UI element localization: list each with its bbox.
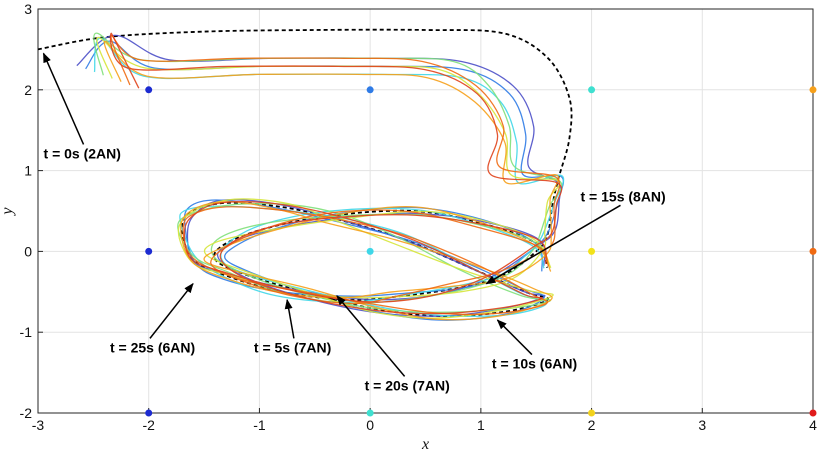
y-tick-label: -1 [20, 324, 33, 340]
annotation-label: t = 25s (6AN) [110, 339, 195, 355]
annotation-arrow [42, 52, 85, 145]
anchor-node [588, 86, 596, 94]
y-tick-label: 0 [24, 243, 32, 259]
reference-trajectory [37, 28, 573, 318]
anchor-node [145, 247, 153, 255]
annotation-label: t = 0s (2AN) [44, 145, 121, 161]
reference-path [37, 28, 573, 318]
y-tick-label: 3 [24, 1, 32, 17]
annotations: t = 0s (2AN) t = 15s (8AN) t = 10s (6AN) t … [42, 52, 666, 393]
x-tick-label: 2 [588, 417, 596, 433]
annotation-label: t = 15s (8AN) [581, 188, 666, 204]
agent-trajectory [93, 32, 563, 313]
x-tick-label: -2 [142, 417, 155, 433]
y-tick-label: 1 [24, 163, 32, 179]
anchor-node [809, 409, 817, 417]
anchor-node [366, 247, 374, 255]
annotation-arrow [496, 319, 533, 356]
x-tick-label: 3 [698, 417, 706, 433]
anchor-node [366, 409, 374, 417]
anchor-node [145, 86, 153, 94]
plot-border [37, 8, 814, 414]
anchor-node [588, 409, 596, 417]
x-tick-label: 4 [809, 417, 817, 433]
annotation-label: t = 5s (7AN) [254, 339, 331, 355]
x-tick-label: 0 [366, 417, 374, 433]
annotation-label: t = 20s (7AN) [365, 377, 450, 393]
anchor-node [809, 247, 817, 255]
anchor-node [588, 247, 596, 255]
agent-trajectories [76, 32, 565, 321]
annotation-arrow [485, 204, 621, 285]
agent-trajectory [109, 32, 563, 315]
agent-trajectory [76, 34, 562, 317]
annotation-label: t = 10s (6AN) [492, 356, 577, 372]
agent-trajectory [85, 40, 565, 321]
anchor-node [145, 409, 153, 417]
anchor-node [366, 86, 374, 94]
agent-trajectory [110, 35, 561, 316]
y-tick-label: 2 [24, 82, 32, 98]
y-axis-label: y [0, 207, 16, 217]
anchor-node [809, 86, 817, 94]
x-axis-label: x [421, 436, 429, 453]
x-tick-label: -3 [32, 417, 45, 433]
anchor-nodes [145, 86, 817, 417]
x-tick-label: 1 [477, 417, 485, 433]
annotation-arrow [336, 295, 406, 377]
y-tick-label: -2 [20, 405, 33, 421]
annotation-arrow [149, 282, 194, 339]
x-tick-label: -1 [253, 417, 266, 433]
annotation-arrow [284, 298, 295, 339]
agent-trajectory [103, 40, 560, 321]
